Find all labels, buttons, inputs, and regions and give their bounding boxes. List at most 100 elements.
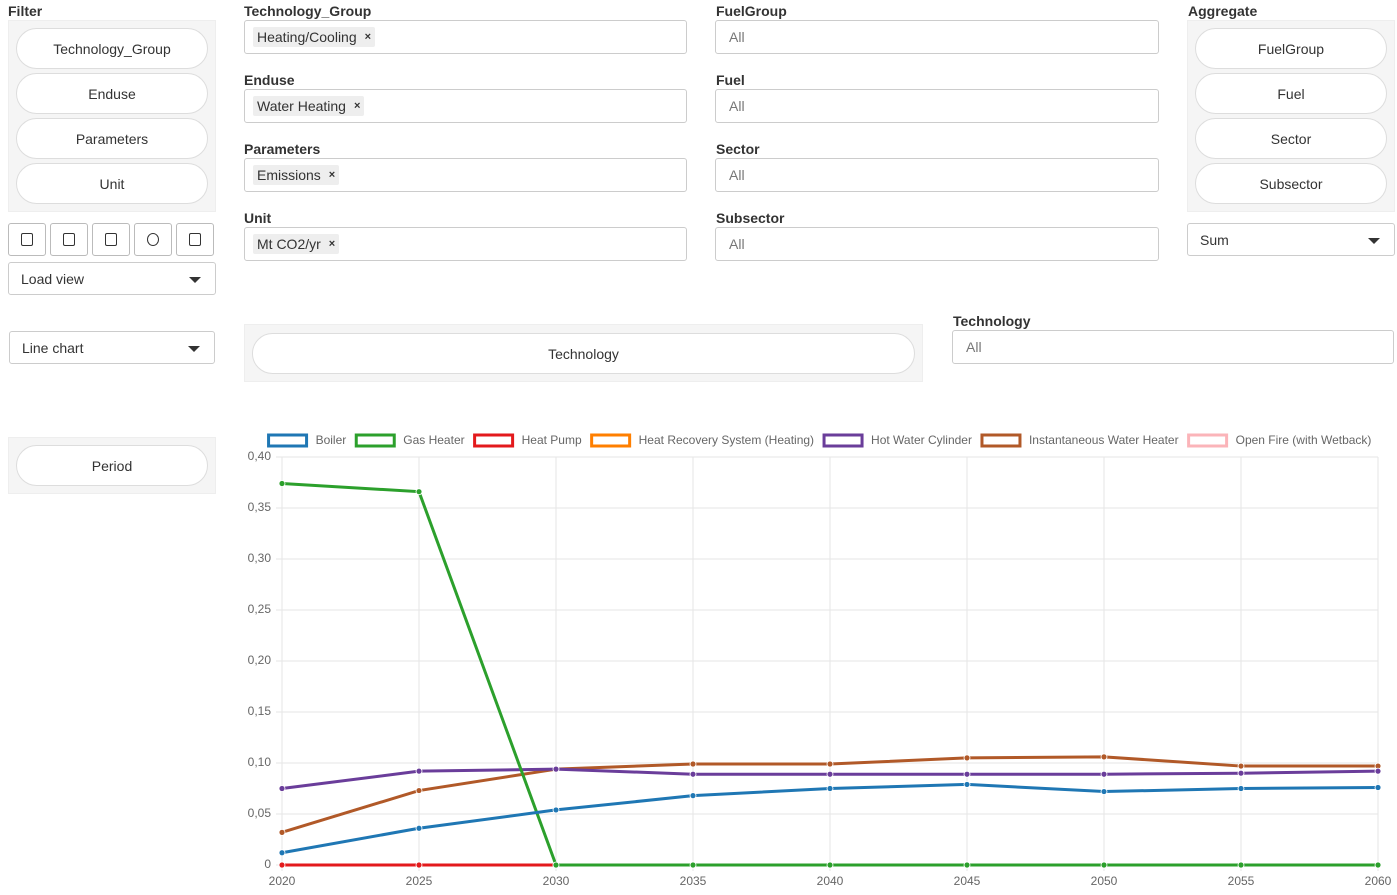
filter-button[interactable]: Enduse [16,73,208,114]
tag: Emissions × [253,165,340,185]
field-label: Unit [244,210,272,226]
point [826,770,834,778]
tag-text: Water Heating [257,98,346,114]
table-button[interactable] [176,223,214,256]
point [826,861,834,869]
tag: Mt CO2/yr × [253,234,340,254]
x-tick-label: 2025 [406,874,433,888]
point [415,488,423,496]
x-tick-label: 2030 [543,874,570,888]
x-tick-label: 2035 [680,874,707,888]
y-tick-label: 0,40 [248,449,272,463]
y-tick-label: 0,05 [248,806,272,820]
point [1374,784,1382,791]
tag-remove[interactable]: × [328,238,336,250]
point [1237,861,1245,869]
legend-label: Gas Heater [403,433,464,447]
point [552,861,560,869]
point [826,785,834,792]
y-tick-label: 0,35 [248,500,272,514]
legend-item: Boiler [267,433,346,448]
x-tick-label: 2020 [269,874,296,888]
point [1100,753,1108,761]
field-label: FuelGroup [716,3,787,19]
load-view[interactable]: Load view [8,262,216,295]
legend-item: Heat Pump [473,433,582,448]
point [1237,769,1245,777]
chart-type[interactable]: Line chart [9,331,215,364]
placeholder: All [729,167,745,183]
point [552,806,560,814]
field-input[interactable]: All [952,330,1394,364]
x-tick-label: 2050 [1091,874,1118,888]
aggregate-button[interactable]: FuelGroup [1195,28,1387,69]
field-label: Fuel [716,72,745,88]
field-input[interactable]: Mt CO2/yr × [244,227,687,261]
point [415,767,423,775]
add-button[interactable] [8,223,46,256]
point [1374,861,1382,869]
y-tick-label: 0,10 [248,755,272,769]
legend-label: Heat Recovery System (Heating) [639,433,814,447]
field-input[interactable]: All [715,227,1159,261]
tag-text: Mt CO2/yr [257,236,321,252]
field-label: Parameters [244,141,321,157]
aggregate-button[interactable]: Fuel [1195,73,1387,114]
point [689,760,697,768]
legend-label: Heat Pump [522,433,582,447]
legend-swatch [590,433,632,448]
filter-button[interactable]: Unit [16,163,208,204]
field-input[interactable]: Heating/Cooling × [244,20,687,54]
aggregate-title: Aggregate [1188,3,1258,19]
y-tick-label: 0,25 [248,602,272,616]
point [1100,770,1108,778]
load-view-text: Load view [21,270,85,287]
period-button[interactable]: Period [16,445,208,486]
legend-swatch [980,433,1022,448]
tag: Water Heating × [253,96,365,116]
field-input[interactable]: All [715,20,1159,54]
tag-text: Heating/Cooling [257,29,357,45]
legend-item: Gas Heater [354,433,465,448]
aggregate-button[interactable]: Sector [1195,118,1387,159]
settings-button[interactable] [134,223,172,256]
point [689,792,697,800]
point [415,824,423,832]
field-input[interactable]: All [715,158,1159,192]
point [278,849,286,857]
image-button[interactable] [92,223,130,256]
group-button[interactable]: Technology [252,333,915,374]
point [963,754,971,762]
field-label: Technology [953,313,1031,329]
point [689,770,697,778]
tag-remove[interactable]: × [364,31,372,43]
field-input[interactable]: Water Heating × [244,89,687,123]
field-input[interactable]: Emissions × [244,158,687,192]
csv-button[interactable] [50,223,88,256]
field-label: Enduse [244,72,295,88]
y-tick-label: 0,15 [248,704,272,718]
x-tick-label: 2045 [954,874,981,888]
field-label: Subsector [716,210,785,226]
filter-button[interactable]: Technology_Group [16,28,208,69]
filter-button[interactable]: Parameters [16,118,208,159]
tag-remove[interactable]: × [353,100,361,112]
point [1100,788,1108,795]
point [963,861,971,869]
aggregate-method[interactable]: Sum [1187,223,1395,256]
legend-swatch [822,433,864,448]
point [1237,762,1245,770]
field-input[interactable]: All [715,89,1159,123]
point [826,760,834,768]
tag-remove[interactable]: × [328,169,336,181]
y-tick-label: 0,20 [248,653,272,667]
legend-label: Instantaneous Water Heater [1029,433,1179,447]
point [963,770,971,778]
point [689,861,697,869]
aggregate-button[interactable]: Subsector [1195,163,1387,204]
point [963,781,971,788]
legend-swatch [1187,433,1229,448]
caret [189,277,201,283]
